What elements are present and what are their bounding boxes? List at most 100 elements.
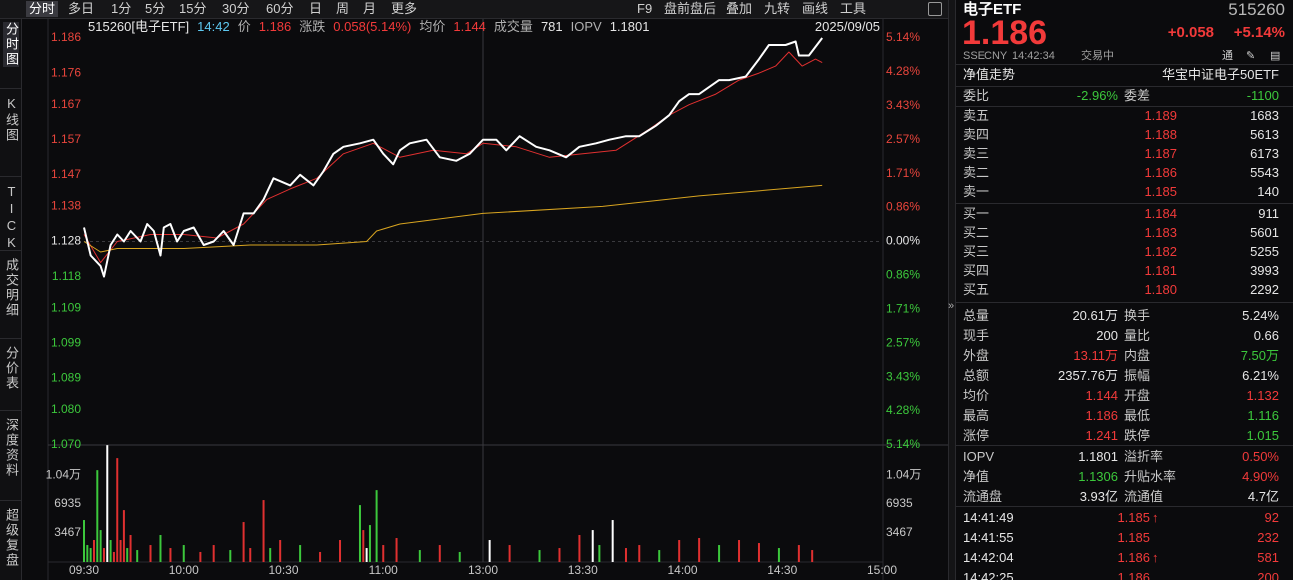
sidebar-item[interactable]: TICK bbox=[4, 184, 19, 252]
trade-arrow: ↑ bbox=[1152, 510, 1159, 525]
toolbar-tab[interactable]: 日 bbox=[309, 1, 323, 16]
toolbar-tab[interactable]: 分时 bbox=[26, 1, 59, 17]
toolbar-tool[interactable]: 叠加 bbox=[726, 1, 753, 16]
book-label: 卖二 bbox=[963, 165, 990, 180]
x-tick-label: 11:00 bbox=[369, 563, 398, 577]
y2-tick-label: 3.43% bbox=[886, 98, 920, 112]
sidebar-item[interactable]: 分价表 bbox=[4, 346, 19, 391]
toolbar-tool[interactable]: F9 bbox=[637, 1, 653, 16]
chart: 1.186 1.176 1.167 1.157 1.147 1.138 1.128 1.118… bbox=[46, 19, 948, 580]
volume-bar bbox=[438, 545, 441, 562]
book-volume: 6173 bbox=[1250, 146, 1279, 161]
quote-name: 电子ETF bbox=[963, 1, 1022, 18]
y-tick-label: 1.147 bbox=[51, 167, 81, 181]
info-item: 781 bbox=[540, 19, 563, 34]
info-item: IOPV bbox=[570, 19, 602, 34]
volume-bar bbox=[458, 551, 461, 562]
separator bbox=[955, 86, 1293, 87]
y2-tick-label: 5.14% bbox=[886, 437, 920, 451]
stat-label: 振幅 bbox=[1124, 368, 1151, 383]
volume-bar bbox=[757, 543, 760, 562]
toolbar-tool[interactable]: 工具 bbox=[840, 1, 867, 16]
sidebar-item[interactable]: 超级复盘 bbox=[4, 508, 19, 568]
toolbar-icon[interactable] bbox=[928, 2, 942, 16]
toolbar-tab[interactable]: 1分 bbox=[111, 1, 132, 16]
book-price: 1.189 bbox=[1144, 108, 1177, 123]
toolbar-tool[interactable]: 画线 bbox=[802, 1, 829, 16]
toolbar-tool[interactable]: 盘前盘后 bbox=[664, 1, 717, 16]
y-tick-label: 1.157 bbox=[51, 132, 81, 146]
quote-icon[interactable]: ✎ bbox=[1246, 50, 1256, 62]
toolbar-tab[interactable]: 月 bbox=[363, 1, 377, 16]
toolbar-tab[interactable]: 更多 bbox=[391, 1, 418, 16]
sidebar bbox=[0, 19, 22, 580]
y-tick-label: 1.04万 bbox=[46, 467, 81, 481]
toolbar-tab[interactable]: 15分 bbox=[179, 1, 207, 16]
sidebar-item[interactable]: K线图 bbox=[4, 96, 19, 143]
quote-status: 14:42:34 bbox=[1012, 50, 1055, 62]
book-volume: 1683 bbox=[1250, 108, 1279, 123]
stat-value: 1.144 bbox=[1085, 388, 1118, 403]
toolbar-tab[interactable]: 周 bbox=[336, 1, 350, 16]
x-tick-label: 15:00 bbox=[867, 563, 897, 577]
expand-arrow[interactable]: » bbox=[948, 300, 955, 312]
stat-label: 内盘 bbox=[1124, 348, 1151, 363]
trade-volume: 200 bbox=[1257, 570, 1279, 580]
volume-bar bbox=[149, 545, 152, 562]
y-tick-label: 1.176 bbox=[51, 65, 81, 79]
separator bbox=[0, 88, 21, 89]
volume-bar bbox=[718, 545, 721, 562]
info-item: 1.144 bbox=[453, 19, 486, 34]
toolbar bbox=[0, 0, 948, 19]
stat-value: 0.66 bbox=[1253, 328, 1279, 343]
y2-tick-label: 0.86% bbox=[886, 268, 920, 282]
volume-bar bbox=[199, 551, 202, 562]
book-price: 1.187 bbox=[1144, 146, 1177, 161]
quote-icon[interactable]: 通 bbox=[1222, 50, 1233, 62]
y-tick-label: 1.128 bbox=[51, 234, 81, 248]
volume-bar bbox=[624, 548, 627, 562]
toolbar-tab[interactable]: 30分 bbox=[222, 1, 250, 16]
sidebar-item[interactable]: 深度资料 bbox=[4, 418, 19, 478]
quote-status: 交易中 bbox=[1081, 50, 1114, 62]
stat-value: 3.93亿 bbox=[1079, 489, 1118, 504]
y-tick-label: 1.138 bbox=[51, 199, 81, 213]
toolbar-tab[interactable]: 多日 bbox=[68, 1, 95, 16]
book-price: 1.188 bbox=[1144, 127, 1177, 142]
volume-bar bbox=[299, 545, 302, 562]
stat-value: 13.11万 bbox=[1073, 348, 1118, 363]
quote-change-pct: +5.14% bbox=[1233, 24, 1285, 41]
stat-label: 委比 bbox=[963, 88, 990, 103]
quote-status: CNY bbox=[984, 50, 1008, 62]
volume-bar bbox=[92, 540, 95, 562]
quote-code: 515260 bbox=[1228, 0, 1285, 19]
separator bbox=[955, 302, 1293, 303]
stat-value: 4.7亿 bbox=[1247, 489, 1279, 504]
sidebar-item[interactable]: 分时图 bbox=[3, 22, 19, 67]
separator bbox=[955, 106, 1293, 107]
volume-bar bbox=[538, 550, 541, 562]
trade-time: 14:41:49 bbox=[963, 510, 1014, 525]
volume-bar bbox=[558, 548, 561, 562]
x-tick-label: 10:30 bbox=[268, 563, 298, 577]
volume-bar bbox=[797, 545, 800, 562]
volume-bar bbox=[269, 548, 272, 562]
volume-bar bbox=[418, 550, 421, 562]
sidebar-item[interactable]: 成交明细 bbox=[4, 258, 19, 318]
y2-tick-label: 2.57% bbox=[886, 335, 920, 349]
y2-tick-label: 4.28% bbox=[886, 403, 920, 417]
stat-value: 1.1306 bbox=[1078, 469, 1118, 484]
trade-arrow: ↑ bbox=[1152, 550, 1159, 565]
toolbar-tab[interactable]: 5分 bbox=[145, 1, 166, 16]
toolbar-tool[interactable]: 九转 bbox=[764, 1, 791, 16]
quote-icon[interactable]: ▤ bbox=[1270, 50, 1281, 62]
volume-bar bbox=[242, 522, 245, 562]
toolbar-tab[interactable]: 60分 bbox=[266, 1, 294, 16]
nav-tab[interactable]: 净值走势 bbox=[963, 67, 1016, 82]
y2-tick-label: 0.86% bbox=[886, 200, 920, 214]
trade-volume: 232 bbox=[1257, 530, 1279, 545]
volume-bar bbox=[86, 545, 89, 562]
book-label: 买二 bbox=[963, 225, 990, 240]
